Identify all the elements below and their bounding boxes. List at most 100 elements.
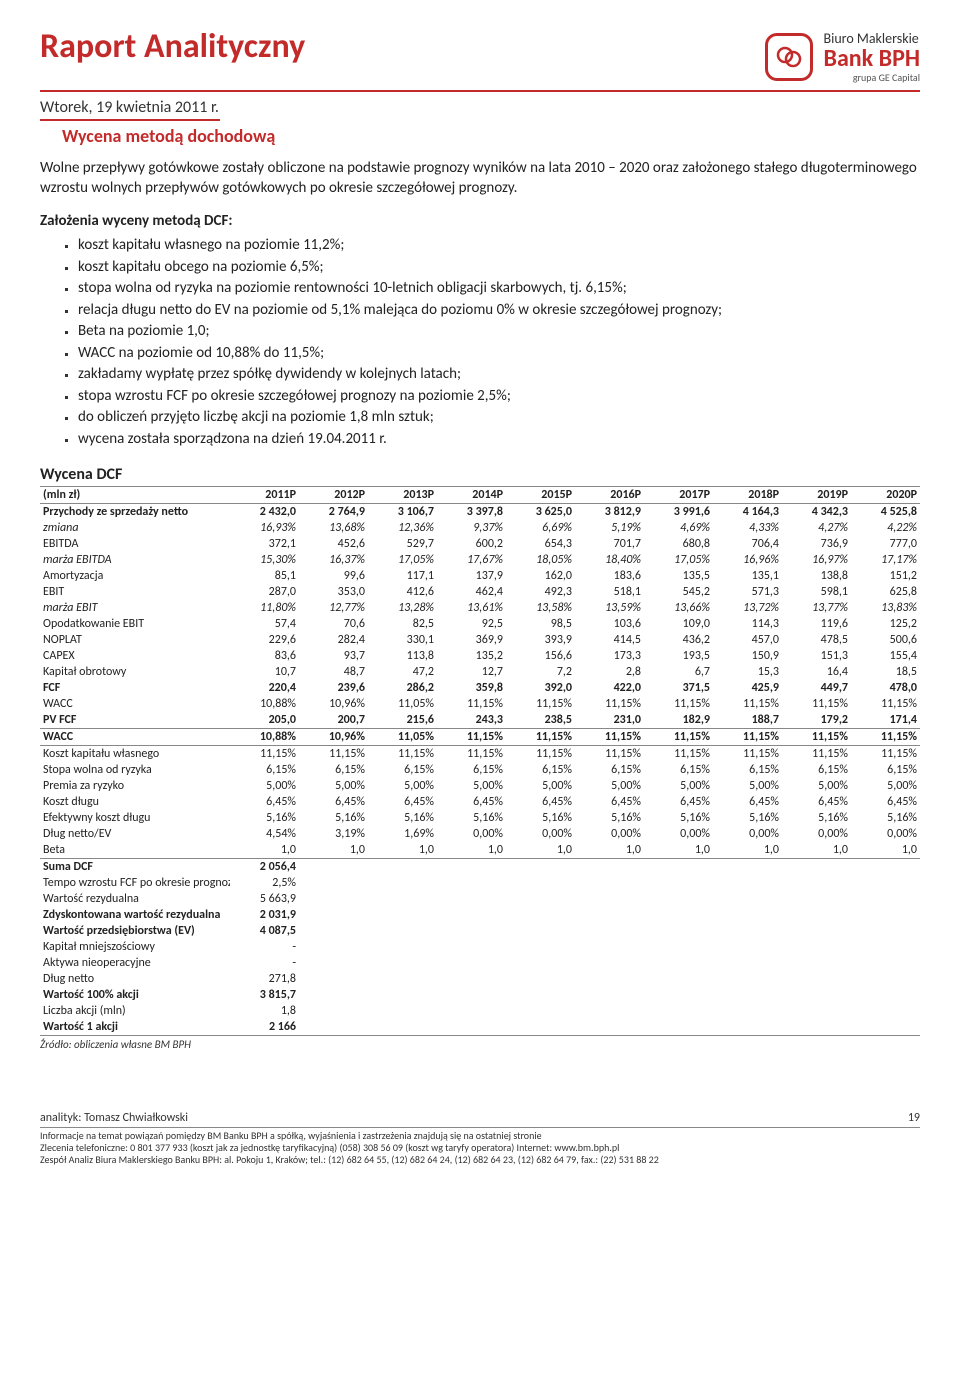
table-unit: (mln zł) (40, 487, 230, 504)
cell: 680,8 (644, 536, 713, 552)
cell: 11,15% (506, 696, 575, 712)
cell: 0,00% (713, 826, 782, 842)
cell: 17,17% (851, 552, 920, 568)
cell: 478,0 (851, 680, 920, 696)
cell: 6,15% (299, 762, 368, 778)
assumption-item: do obliczeń przyjęto liczbę akcji na poz… (78, 408, 920, 428)
cell: 11,15% (575, 746, 644, 763)
cell: 10,7 (230, 664, 299, 680)
cell: 6,45% (851, 794, 920, 810)
cell: 777,0 (851, 536, 920, 552)
cell: 188,7 (713, 712, 782, 729)
cell: 13,68% (299, 520, 368, 536)
assumptions-list: koszt kapitału własnego na poziomie 11,2… (78, 236, 920, 449)
year-header: 2016P (575, 487, 644, 504)
cell: 5,00% (575, 778, 644, 794)
cell: 736,9 (782, 536, 851, 552)
cell: 5,16% (299, 810, 368, 826)
cell: 109,0 (644, 616, 713, 632)
cell: 220,4 (230, 680, 299, 696)
cell: 13,58% (506, 600, 575, 616)
cell: 10,88% (230, 696, 299, 712)
assumption-item: relacja długu netto do EV na poziomie od… (78, 301, 920, 321)
cell: 18,5 (851, 664, 920, 680)
cell: 500,6 (851, 632, 920, 648)
cell: 1,0 (437, 842, 506, 859)
cell: 5,19% (575, 520, 644, 536)
cell: 15,30% (230, 552, 299, 568)
cell: 5,16% (782, 810, 851, 826)
cell: 11,15% (437, 696, 506, 712)
cell: 6,15% (851, 762, 920, 778)
summary-label: Liczba akcji (mln) (40, 1003, 230, 1019)
cell: 10,96% (299, 729, 368, 746)
year-header: 2011P (230, 487, 299, 504)
cell: 16,93% (230, 520, 299, 536)
cell: 231,0 (575, 712, 644, 729)
header-rule (40, 90, 920, 92)
dcf-table: (mln zł)2011P2012P2013P2014P2015P2016P20… (40, 486, 920, 1035)
cell: 353,0 (299, 584, 368, 600)
cell: 5,00% (230, 778, 299, 794)
cell: 47,2 (368, 664, 437, 680)
cell: 18,05% (506, 552, 575, 568)
assumption-item: stopa wolna od ryzyka na poziomie rentow… (78, 279, 920, 299)
summary-label: Tempo wzrostu FCF po okresie prognozy (40, 875, 230, 891)
date-rule (40, 119, 220, 121)
cell: 16,4 (782, 664, 851, 680)
cell: 529,7 (368, 536, 437, 552)
assumption-item: koszt kapitału własnego na poziomie 11,2… (78, 236, 920, 256)
summary-value: - (230, 939, 299, 955)
cell: 11,15% (230, 746, 299, 763)
assumption-item: Beta na poziomie 1,0; (78, 322, 920, 342)
cell: 1,0 (782, 842, 851, 859)
cell: 392,0 (506, 680, 575, 696)
cell: 99,6 (299, 568, 368, 584)
year-header: 2015P (506, 487, 575, 504)
row-label: marża EBIT (40, 600, 230, 616)
cell: 414,5 (575, 632, 644, 648)
cell: 11,15% (713, 746, 782, 763)
row-label: EBIT (40, 584, 230, 600)
row-label: Koszt kapitału własnego (40, 746, 230, 763)
cell: 11,15% (782, 729, 851, 746)
dcf-table-title: Wycena DCF (40, 465, 920, 484)
cell: 5,00% (437, 778, 506, 794)
summary-label: Wartość 1 akcji (40, 1019, 230, 1035)
cell: 151,2 (851, 568, 920, 584)
cell: 11,05% (368, 696, 437, 712)
cell: 11,15% (299, 746, 368, 763)
cell: 5,00% (368, 778, 437, 794)
cell: 3 625,0 (506, 504, 575, 521)
footer-line3: Zespół Analiz Biura Maklerskiego Banku B… (40, 1154, 920, 1166)
summary-label: Aktywa nieoperacyjne (40, 955, 230, 971)
cell: 11,80% (230, 600, 299, 616)
page-footer: analityk: Tomasz Chwiałkowski 19 Informa… (40, 1111, 920, 1166)
row-label: Opodatkowanie EBIT (40, 616, 230, 632)
cell: 5,16% (437, 810, 506, 826)
cell: 15,3 (713, 664, 782, 680)
cell: 6,45% (713, 794, 782, 810)
summary-value: 3 815,7 (230, 987, 299, 1003)
footer-rule (40, 1127, 920, 1128)
cell: 6,15% (782, 762, 851, 778)
cell: 6,69% (506, 520, 575, 536)
logo-text: Biuro Maklerskie Bank BPH grupa GE Capit… (823, 30, 920, 84)
footer-analyst: analityk: Tomasz Chwiałkowski (40, 1111, 920, 1125)
cell: 492,3 (506, 584, 575, 600)
summary-value: 2 166 (230, 1019, 299, 1035)
cell: 4,54% (230, 826, 299, 842)
cell: 1,0 (644, 842, 713, 859)
cell: 5,16% (368, 810, 437, 826)
cell: 17,05% (644, 552, 713, 568)
row-label: Efektywny koszt długu (40, 810, 230, 826)
cell: 57,4 (230, 616, 299, 632)
cell: 5,16% (575, 810, 644, 826)
cell: 1,0 (575, 842, 644, 859)
cell: 6,15% (713, 762, 782, 778)
cell: 82,5 (368, 616, 437, 632)
cell: 239,6 (299, 680, 368, 696)
summary-value: 2,5% (230, 875, 299, 891)
cell: 462,4 (437, 584, 506, 600)
cell: 6,15% (230, 762, 299, 778)
